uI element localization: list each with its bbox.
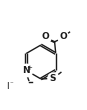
Text: ⁻: ⁻ <box>9 82 13 88</box>
Text: O: O <box>41 32 49 41</box>
Text: +: + <box>26 65 32 71</box>
Text: I: I <box>7 82 9 91</box>
Text: S: S <box>50 74 56 83</box>
Text: N: N <box>22 66 30 74</box>
Text: O: O <box>60 32 67 41</box>
